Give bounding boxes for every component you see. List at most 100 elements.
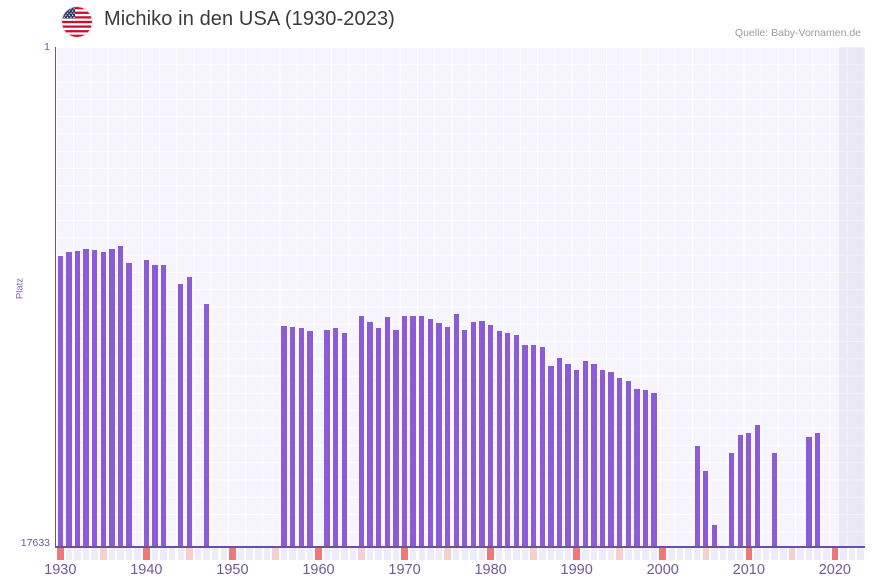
x-tick-cell xyxy=(151,548,159,560)
x-tick-cell xyxy=(823,548,830,560)
x-tick-cell xyxy=(487,548,494,560)
x-tick-cell xyxy=(676,548,684,560)
x-tick-cell xyxy=(375,548,382,560)
bar[interactable] xyxy=(556,358,563,546)
x-tick-cell xyxy=(143,548,150,560)
bar[interactable] xyxy=(513,335,520,546)
bar[interactable] xyxy=(453,314,459,546)
bar[interactable] xyxy=(117,245,124,546)
bar[interactable] xyxy=(642,389,649,546)
bar[interactable] xyxy=(574,369,580,546)
bar[interactable] xyxy=(436,323,442,546)
bar[interactable] xyxy=(186,277,193,546)
bar[interactable] xyxy=(539,347,545,546)
bar[interactable] xyxy=(530,344,537,546)
x-axis-label: 1950 xyxy=(216,562,249,578)
bar[interactable] xyxy=(599,370,606,546)
bar[interactable] xyxy=(470,321,477,546)
x-tick-cell xyxy=(719,548,727,560)
source-label: Quelle: Baby-Vornamen.de xyxy=(734,27,861,39)
bar[interactable] xyxy=(487,325,494,546)
bar[interactable] xyxy=(548,365,554,546)
x-axis-label: 1930 xyxy=(44,562,77,578)
bar[interactable] xyxy=(814,432,821,546)
bar[interactable] xyxy=(324,329,330,546)
bar[interactable] xyxy=(83,248,89,546)
x-tick-cell xyxy=(814,548,821,560)
bar[interactable] xyxy=(419,316,425,546)
x-axis-label: 2020 xyxy=(818,562,852,578)
bar[interactable] xyxy=(427,319,434,546)
x-tick-cell xyxy=(74,548,81,560)
bar[interactable] xyxy=(57,256,63,546)
bar[interactable] xyxy=(754,424,761,546)
x-tick-cell xyxy=(573,548,580,560)
bar[interactable] xyxy=(737,435,743,546)
x-tick-cell xyxy=(435,548,443,560)
bar[interactable] xyxy=(651,393,657,546)
x-tick-cell xyxy=(341,548,348,560)
bar[interactable] xyxy=(109,249,115,546)
x-tick-cell xyxy=(349,548,357,560)
bar[interactable] xyxy=(143,259,150,546)
bar[interactable] xyxy=(746,432,752,546)
bar[interactable] xyxy=(358,316,365,546)
bar[interactable] xyxy=(290,327,296,546)
x-axis-label: 1940 xyxy=(130,562,163,578)
bar[interactable] xyxy=(401,316,408,546)
bar[interactable] xyxy=(582,361,588,546)
bar[interactable] xyxy=(410,315,416,546)
x-tick-cell xyxy=(452,548,460,560)
x-axis-label: 1960 xyxy=(302,562,335,578)
bar[interactable] xyxy=(479,321,485,546)
bar[interactable] xyxy=(333,328,339,546)
bar[interactable] xyxy=(100,251,106,546)
bar[interactable] xyxy=(298,328,304,546)
bar[interactable] xyxy=(384,316,390,546)
bar[interactable] xyxy=(444,326,451,546)
x-tick-cell xyxy=(91,548,98,560)
bar[interactable] xyxy=(92,250,98,546)
bar[interactable] xyxy=(203,303,210,546)
bar[interactable] xyxy=(74,251,81,546)
bar[interactable] xyxy=(565,364,571,546)
x-axis-label: 1990 xyxy=(560,562,593,578)
bar[interactable] xyxy=(703,470,709,546)
bar[interactable] xyxy=(771,453,778,546)
bar[interactable] xyxy=(66,252,72,546)
bar[interactable] xyxy=(376,327,382,546)
bar[interactable] xyxy=(367,321,373,546)
us-flag-icon xyxy=(62,7,92,37)
bar[interactable] xyxy=(608,371,614,546)
bar[interactable] xyxy=(281,325,287,546)
x-tick-cell xyxy=(246,548,253,560)
bar[interactable] xyxy=(160,265,167,546)
bar[interactable] xyxy=(711,525,718,546)
bar[interactable] xyxy=(126,262,132,546)
bar[interactable] xyxy=(505,332,511,546)
x-tick-cell xyxy=(616,548,623,560)
bar[interactable] xyxy=(152,264,158,546)
bar[interactable] xyxy=(625,380,631,546)
bar[interactable] xyxy=(634,388,640,546)
x-tick-cell xyxy=(392,548,400,560)
bar[interactable] xyxy=(496,331,502,546)
x-tick-cell xyxy=(237,548,245,560)
bar[interactable] xyxy=(341,333,347,546)
x-tick-cell xyxy=(358,548,365,560)
bar[interactable] xyxy=(307,330,313,546)
bar[interactable] xyxy=(462,329,468,546)
bar[interactable] xyxy=(522,345,528,546)
bar[interactable] xyxy=(178,283,184,546)
x-tick-cell xyxy=(728,548,735,560)
bar[interactable] xyxy=(806,436,812,546)
x-tick-cell xyxy=(125,548,133,560)
bar[interactable] xyxy=(694,446,700,546)
x-tick-cell xyxy=(108,548,116,560)
bar[interactable] xyxy=(617,377,623,546)
bar[interactable] xyxy=(591,363,597,546)
x-tick-cell xyxy=(280,548,288,560)
bar[interactable] xyxy=(393,330,399,546)
x-tick-cell xyxy=(556,548,563,560)
bar[interactable] xyxy=(728,452,735,546)
